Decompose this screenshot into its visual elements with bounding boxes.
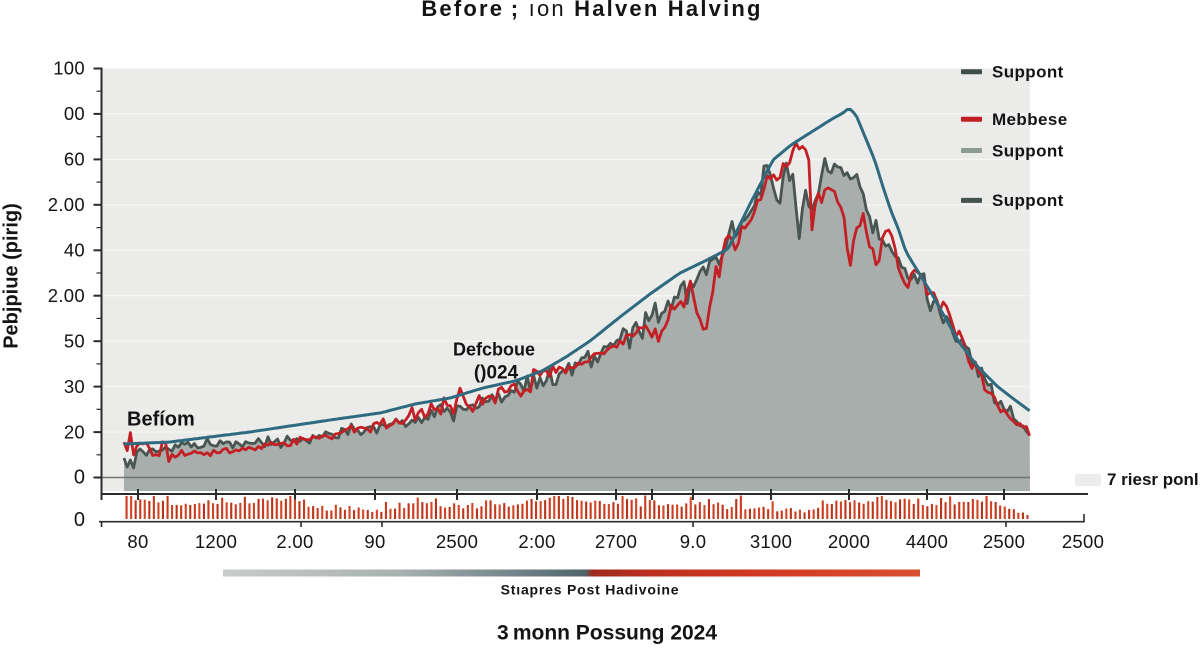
svg-text:0: 0 <box>74 509 85 531</box>
svg-text:Mebbese: Mebbese <box>992 110 1068 129</box>
svg-text:0: 0 <box>74 467 85 489</box>
svg-text:90: 90 <box>364 531 385 552</box>
svg-text:100: 100 <box>53 58 85 79</box>
svg-text:00: 00 <box>64 103 85 124</box>
svg-text:60: 60 <box>64 149 85 170</box>
svg-text:Stıapres Post Hadivoine: Stıapres Post Hadivoine <box>501 582 680 598</box>
svg-text:2500: 2500 <box>1062 531 1104 552</box>
svg-text:2000: 2000 <box>828 531 870 552</box>
svg-text:Befíom: Befíom <box>127 409 195 431</box>
svg-text:2:00: 2:00 <box>518 531 555 552</box>
svg-text:9.0: 9.0 <box>680 531 707 552</box>
svg-text:30: 30 <box>64 376 85 397</box>
svg-text:3100: 3100 <box>750 531 792 552</box>
svg-text:50: 50 <box>64 330 85 351</box>
svg-text:1200: 1200 <box>195 531 237 552</box>
svg-text:Defcboue: Defcboue <box>453 340 535 360</box>
svg-text:40: 40 <box>64 240 85 261</box>
svg-text:2700: 2700 <box>595 531 637 552</box>
svg-text:Suppont: Suppont <box>992 141 1064 160</box>
svg-text:Suppont: Suppont <box>992 63 1064 82</box>
svg-text:4400: 4400 <box>906 531 948 552</box>
svg-text:2500: 2500 <box>436 531 478 552</box>
svg-text:2.00: 2.00 <box>48 285 85 306</box>
svg-text:80: 80 <box>127 531 148 552</box>
svg-text:Before ; ıon Halven Halving: Before ; ıon Halven Halving <box>421 0 762 21</box>
svg-text:2.00: 2.00 <box>276 531 313 552</box>
svg-text:2.00: 2.00 <box>48 194 85 215</box>
svg-text:20: 20 <box>64 421 85 442</box>
svg-text:7 riesr ponl: 7 riesr ponl <box>1107 470 1199 489</box>
svg-text:2500: 2500 <box>983 531 1025 552</box>
svg-text:Pebjpiue (pirig): Pebjpiue (pirig) <box>1 203 23 349</box>
svg-text:Suppont: Suppont <box>992 191 1064 210</box>
svg-text:()024: ()024 <box>474 363 519 384</box>
svg-text:3 monn Possung 2024: 3 monn Possung 2024 <box>497 622 717 645</box>
